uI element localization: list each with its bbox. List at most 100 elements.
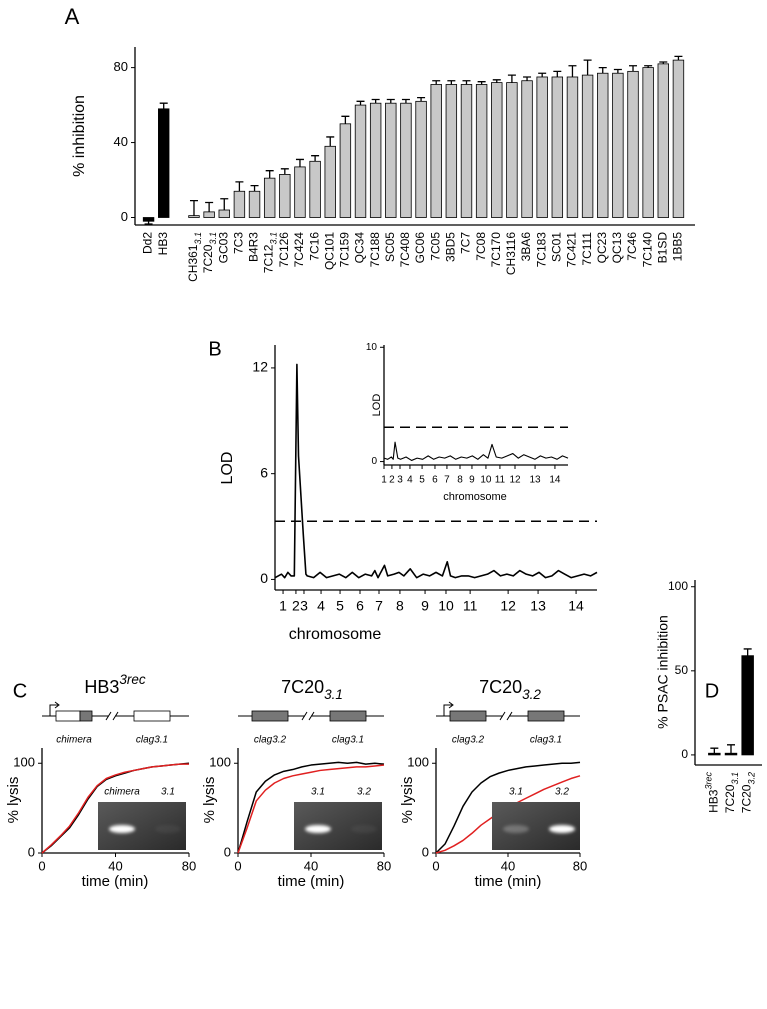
- x-tick-label: SC05: [383, 232, 397, 262]
- gel-band: [503, 825, 529, 833]
- error-bar: [538, 72, 547, 77]
- label-base: 7C20: [479, 677, 522, 697]
- x-tick-label: 7: [444, 475, 450, 486]
- y-axis-label: % lysis: [201, 777, 218, 824]
- bar: [521, 80, 533, 218]
- error-bar: [477, 81, 486, 85]
- bar: [475, 84, 488, 218]
- label-base: CH361: [186, 244, 200, 282]
- bar: [218, 209, 230, 218]
- x-tick-label: CH3116: [504, 232, 518, 275]
- error-bar: [568, 65, 577, 77]
- gene-box: [79, 710, 93, 722]
- x-tick-label: 3BD5: [444, 232, 458, 262]
- error-bar: [553, 70, 562, 77]
- label-subscript: 3.2: [747, 772, 757, 785]
- bar: [279, 174, 291, 218]
- error-bar: [295, 158, 304, 167]
- label-superscript: 3rec: [704, 772, 714, 790]
- gel-lane-label: 3.2: [555, 787, 569, 798]
- gene-break: [105, 711, 119, 721]
- gene-box: [329, 710, 367, 722]
- label-base: 7C20: [281, 677, 324, 697]
- y-tick-label: 100: [13, 755, 35, 770]
- error-bar: [159, 102, 168, 109]
- x-tick-label: 13: [530, 598, 546, 614]
- x-tick-label: 1: [279, 598, 287, 614]
- label-base: HB3: [84, 677, 119, 697]
- chart-title: HB33rec: [84, 672, 146, 697]
- bar: [294, 166, 306, 218]
- error-bar: [583, 59, 592, 76]
- bar: [415, 100, 427, 218]
- label-subscript: 3.1: [209, 232, 219, 245]
- x-tick-label: QC23: [595, 232, 609, 264]
- gel-lane-label: chimera: [104, 787, 140, 798]
- y-axis-label: % lysis: [399, 777, 416, 824]
- label-subscript: 3.1: [193, 232, 203, 245]
- y-tick-label: 40: [114, 134, 128, 149]
- error-bar: [356, 100, 365, 106]
- x-tick-label: 7C203.1: [723, 772, 740, 813]
- bar: [741, 655, 754, 756]
- x-tick-label: 8: [457, 475, 463, 486]
- x-tick-label: 7C123.1: [262, 232, 279, 273]
- x-tick-label: 5: [419, 475, 425, 486]
- x-tick-label: 4: [407, 475, 413, 486]
- x-tick-label: 9: [469, 475, 475, 486]
- x-tick-label: 11: [495, 475, 506, 486]
- bar: [627, 70, 639, 218]
- gel-lane-label: 3.1: [509, 787, 523, 798]
- y-tick-label: 80: [114, 59, 128, 74]
- error-bar: [235, 181, 244, 192]
- gel-band: [109, 825, 135, 833]
- gene-label: clag3.1: [332, 735, 364, 746]
- y-tick-label: 0: [260, 570, 268, 586]
- x-tick-label: 3BA6: [519, 232, 533, 262]
- x-axis-label: time (min): [82, 873, 149, 890]
- x-tick-label: 10: [480, 475, 492, 486]
- x-tick-label: 7C183: [534, 232, 548, 268]
- bar: [203, 211, 215, 218]
- error-bar: [462, 80, 471, 85]
- panel-letter: B: [208, 338, 221, 360]
- y-axis-label: LOD: [219, 452, 236, 485]
- chart-title: 7C203.1: [281, 677, 343, 702]
- x-tick-label: SC01: [549, 232, 563, 262]
- panel-letter: D: [705, 680, 719, 702]
- panel-letter: C: [13, 680, 27, 702]
- x-tick-label: GC03: [216, 232, 230, 264]
- y-tick-label: 12: [252, 359, 268, 375]
- promoter-arrow: [443, 701, 454, 716]
- x-tick-label: 7C140: [640, 232, 654, 268]
- x-tick-label: 1BB5: [671, 232, 685, 262]
- bar: [369, 102, 382, 218]
- error-bar: [743, 648, 752, 656]
- x-tick-label: 80: [573, 858, 587, 873]
- gene-box: [449, 710, 487, 722]
- x-tick-label: 2: [389, 475, 395, 486]
- label-base: 7C20: [740, 784, 754, 813]
- y-tick-label: 100: [407, 755, 429, 770]
- x-tick-label: HB33rec: [704, 772, 721, 813]
- y-tick-label: 0: [224, 844, 231, 859]
- y-tick-label: 0: [371, 456, 377, 467]
- x-tick-label: QC101: [322, 232, 336, 270]
- x-tick-label: 40: [501, 858, 515, 873]
- gene-label: chimera: [56, 735, 92, 746]
- bar: [400, 102, 412, 218]
- error-bar: [250, 185, 259, 192]
- error-bar: [659, 61, 668, 64]
- x-tick-label: GC06: [413, 232, 427, 264]
- error-bar: [265, 170, 274, 179]
- x-tick-label: 11: [463, 598, 478, 614]
- label-subscript: 3.1: [324, 687, 343, 702]
- bar: [672, 59, 685, 218]
- x-tick-label: 7C3: [232, 232, 246, 254]
- x-tick-label: 40: [304, 858, 318, 873]
- bar: [339, 123, 352, 218]
- bar: [142, 217, 155, 222]
- gene-label: clag3.2: [452, 735, 485, 746]
- error-bar: [674, 55, 683, 61]
- error-bar: [523, 76, 532, 81]
